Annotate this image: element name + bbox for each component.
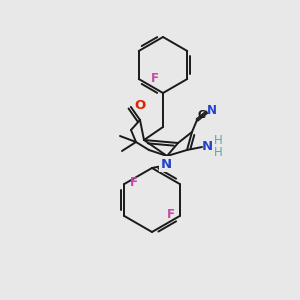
Text: N: N xyxy=(201,140,213,152)
Text: H: H xyxy=(214,146,222,158)
Text: N: N xyxy=(207,103,217,116)
Text: F: F xyxy=(130,176,138,188)
Text: N: N xyxy=(160,158,172,170)
Text: F: F xyxy=(167,208,175,220)
Text: N: N xyxy=(160,158,172,170)
Text: C: C xyxy=(198,110,206,120)
Text: O: O xyxy=(135,99,146,112)
Text: F: F xyxy=(151,73,159,85)
Text: H: H xyxy=(214,134,222,146)
